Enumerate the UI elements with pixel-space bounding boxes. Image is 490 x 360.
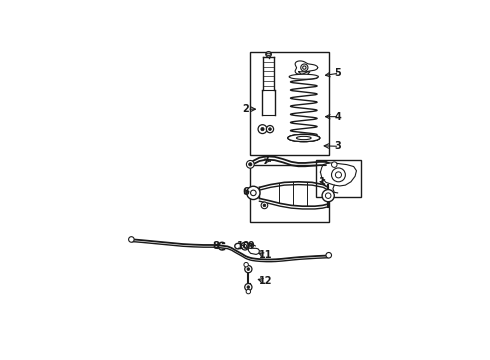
Text: 9: 9 [248, 241, 254, 251]
Circle shape [247, 286, 250, 288]
Circle shape [326, 252, 332, 258]
Polygon shape [299, 72, 310, 78]
Text: 11: 11 [259, 250, 272, 260]
Circle shape [246, 289, 250, 294]
Circle shape [258, 125, 267, 134]
Polygon shape [320, 163, 356, 186]
Circle shape [246, 186, 260, 199]
Text: 8: 8 [213, 240, 220, 251]
Ellipse shape [288, 134, 320, 141]
Circle shape [263, 204, 266, 207]
Circle shape [266, 51, 271, 57]
Circle shape [303, 66, 306, 69]
Text: 5: 5 [334, 68, 341, 78]
Ellipse shape [296, 136, 311, 140]
Circle shape [244, 244, 246, 248]
Bar [250, 165, 329, 222]
Text: 3: 3 [334, 141, 341, 151]
Circle shape [335, 172, 342, 178]
Circle shape [248, 163, 252, 166]
Ellipse shape [289, 74, 318, 79]
Ellipse shape [296, 136, 312, 140]
Text: 10: 10 [237, 241, 250, 251]
Ellipse shape [288, 134, 320, 141]
Text: 7: 7 [263, 156, 269, 166]
Circle shape [244, 262, 248, 267]
Text: 2: 2 [242, 104, 249, 114]
Bar [250, 51, 329, 156]
Circle shape [246, 161, 254, 168]
Circle shape [332, 168, 345, 182]
Text: 1: 1 [319, 177, 326, 187]
Ellipse shape [288, 134, 320, 141]
Circle shape [245, 284, 252, 291]
Circle shape [332, 162, 337, 167]
Circle shape [325, 193, 331, 198]
Circle shape [301, 64, 308, 71]
Circle shape [269, 128, 271, 131]
Circle shape [128, 237, 134, 242]
Polygon shape [295, 61, 318, 74]
Bar [316, 159, 361, 197]
Circle shape [247, 268, 250, 270]
Circle shape [250, 190, 256, 195]
Circle shape [261, 127, 264, 131]
Text: 4: 4 [334, 112, 341, 122]
Circle shape [322, 190, 334, 202]
Circle shape [241, 242, 249, 250]
Circle shape [245, 266, 252, 273]
Circle shape [267, 126, 273, 133]
Ellipse shape [266, 53, 271, 55]
Polygon shape [248, 246, 259, 255]
Text: 12: 12 [259, 276, 272, 286]
Text: 6: 6 [242, 186, 249, 197]
Circle shape [261, 202, 268, 209]
